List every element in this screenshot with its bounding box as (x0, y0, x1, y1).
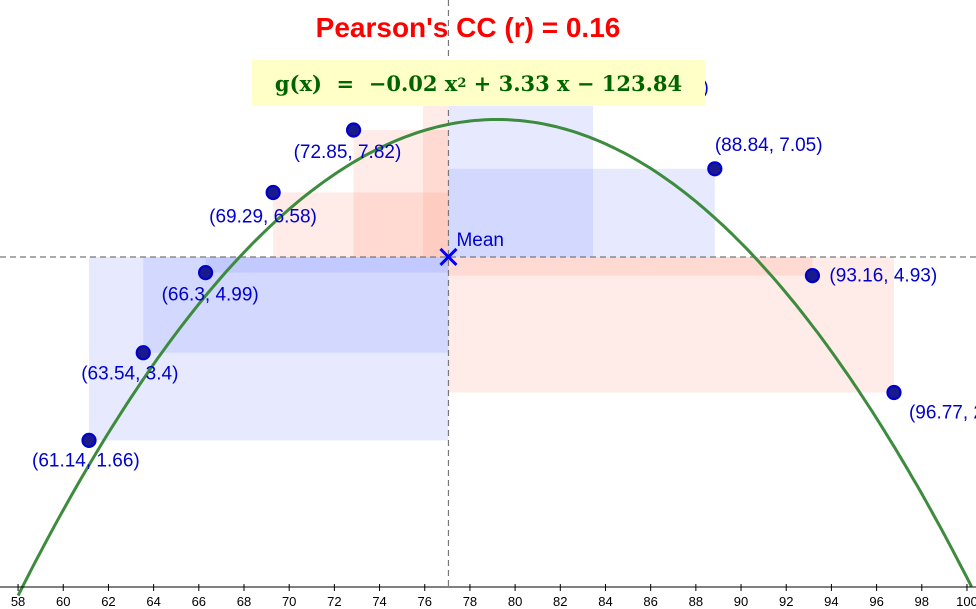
x-tick-label-74: 74 (372, 594, 386, 609)
x-tick-label-72: 72 (327, 594, 341, 609)
mean-label: Mean (456, 230, 504, 251)
deviation-rect-5 (353, 129, 449, 257)
x-tick-label-92: 92 (779, 594, 793, 609)
x-tick-label-78: 78 (463, 594, 477, 609)
x-tick-label-82: 82 (553, 594, 567, 609)
x-tick-label-86: 86 (643, 594, 657, 609)
data-point-5 (345, 122, 362, 138)
data-point-4 (265, 184, 281, 201)
x-tick-label-58: 58 (11, 594, 25, 609)
point-label-10: (96.77, 2.61) (909, 403, 976, 424)
data-point-1 (81, 432, 97, 448)
point-label-8: (88.84, 7.05) (715, 135, 823, 156)
x-tick-label-70: 70 (282, 594, 296, 609)
data-point-3 (197, 264, 214, 281)
deviation-rect-3 (205, 256, 449, 273)
deviation-rect-6 (422, 96, 449, 257)
mean-marker-icon (439, 247, 458, 267)
fit-curve-layer (16, 118, 973, 597)
x-tick-label-76: 76 (418, 594, 432, 609)
x-tick-label-98: 98 (915, 594, 929, 609)
x-tick-label-88: 88 (689, 594, 703, 609)
x-tick-label-62: 62 (101, 594, 115, 609)
x-tick-label-68: 68 (237, 594, 251, 609)
point-label-3: (66.3, 4.99) (162, 285, 259, 306)
deviation-rect-10 (448, 256, 894, 393)
point-label-2: (63.54, 3.4) (81, 364, 178, 385)
point-label-5: (72.85, 7.82) (294, 142, 402, 163)
formula-exponent: 2 (457, 75, 467, 91)
point-label-4: (69.29, 6.58) (209, 206, 317, 227)
point-label-9: (93.16, 4.93) (829, 266, 937, 287)
x-tick-label-96: 96 (869, 594, 883, 609)
deviation-rect-4 (273, 192, 449, 257)
x-axis: 58 60 62 64 66 68 70 72 74 76 78 80 82 84 86 88 90 92 94 96… (0, 584, 976, 609)
x-tick-label-80: 80 (508, 594, 522, 609)
formula-rest: + 3.33 x − 123.84 (466, 70, 683, 96)
data-point-8 (707, 161, 723, 177)
data-point-10 (886, 384, 902, 401)
chart-title: Pearson's CC (r) = 0.16 (315, 12, 621, 43)
data-point-2 (135, 345, 151, 361)
deviation-rect-9 (448, 256, 813, 276)
x-tick-label-66: 66 (192, 594, 206, 609)
mean-marker-group: Mean (439, 230, 504, 267)
data-point-9 (804, 268, 821, 284)
formula-prefix: g(x) = (274, 70, 369, 96)
mean-guide-lines (0, 0, 976, 587)
x-tick-label-94: 94 (824, 594, 838, 609)
x-tick-label-100: 100 (956, 594, 976, 609)
point-label-1: (61.14, 1.66) (32, 450, 140, 471)
x-tick-label-84: 84 (598, 594, 612, 609)
formula-a-term: −0.02 x (368, 70, 458, 96)
deviation-rect-7 (448, 97, 594, 257)
deviation-rect-2 (143, 256, 449, 353)
x-tick-label-64: 64 (146, 594, 160, 609)
x-tick-label-90: 90 (734, 594, 748, 609)
x-tick-label-60: 60 (56, 594, 70, 609)
fit-curve (16, 118, 973, 597)
